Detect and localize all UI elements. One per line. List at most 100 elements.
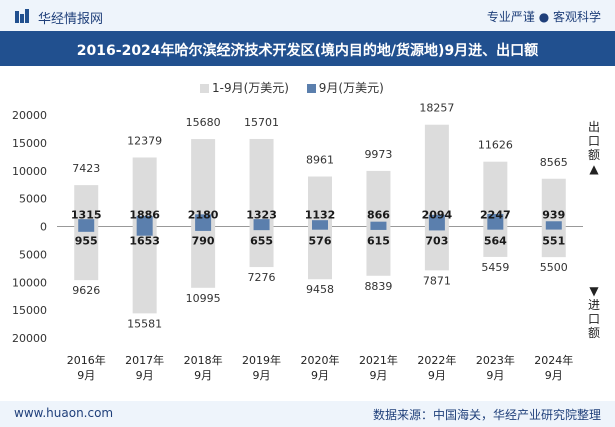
x-tick-label-year: 2017年 [125, 353, 164, 367]
y-tick-label: 0 [40, 221, 47, 234]
data-label-ytd-import: 5459 [481, 261, 509, 274]
x-tick-label-month: 9月 [369, 369, 387, 382]
x-tick-label-month: 9月 [194, 369, 212, 382]
data-label-month-export: 2247 [480, 209, 511, 222]
bar-ytd-export [541, 178, 566, 227]
bar-month-export [78, 219, 95, 227]
data-label-month-import: 955 [75, 235, 98, 248]
data-label-ytd-import: 9458 [306, 283, 334, 296]
bar-ytd-import [541, 226, 566, 258]
x-tick-label-year: 2018年 [184, 353, 223, 367]
title-bar: 2016-2024年哈尔滨经济技术开发区(境内目的地/货源地)9月进、出口额 [0, 31, 615, 66]
data-label-month-export: 2180 [188, 209, 219, 222]
x-tick-label-year: 2016年 [67, 353, 106, 367]
data-label-month-import: 551 [542, 235, 565, 248]
logo-icon [15, 9, 29, 23]
data-label-month-export: 866 [367, 209, 390, 222]
data-label-month-import: 1653 [129, 235, 160, 248]
data-label-ytd-import: 8839 [364, 280, 392, 293]
bar-ytd-import [366, 226, 391, 276]
bar-month-import [487, 226, 504, 230]
footer: www.huaon.com 数据来源：中国海关，华经产业研究院整理 [0, 401, 615, 427]
bar-ytd-import [308, 226, 332, 280]
import-side-label: ▼进口额 [587, 284, 600, 340]
bar-ytd-export [424, 124, 449, 227]
data-label-ytd-export: 9973 [364, 148, 392, 161]
brand-name: 华经情报网 [38, 12, 104, 27]
bar-month-export [136, 215, 153, 227]
data-label-ytd-import: 10995 [186, 292, 221, 305]
legend-swatch-month [306, 84, 316, 93]
data-label-ytd-import: 7871 [423, 274, 451, 287]
data-label-ytd-export: 12379 [127, 134, 162, 147]
y-tick-label: 20000 [12, 332, 47, 345]
data-label-ytd-import: 9626 [72, 284, 100, 297]
x-tick-label-year: 2024年 [534, 353, 573, 367]
data-label-ytd-export: 7423 [72, 162, 100, 175]
x-tick-label-month: 9月 [428, 369, 446, 382]
data-label-month-import: 564 [484, 235, 507, 248]
x-tick-label-year: 2022年 [417, 353, 456, 367]
tagline: 专业严谨 ● 客观科学 [486, 10, 601, 24]
data-label-ytd-export: 18257 [419, 102, 454, 115]
data-label-ytd-import: 5500 [540, 261, 568, 274]
bar-month-export [545, 221, 562, 227]
data-label-ytd-import: 7276 [248, 271, 276, 284]
bar-month-import [312, 226, 328, 230]
data-label-month-export: 939 [542, 209, 565, 222]
data-label-ytd-export: 8961 [306, 154, 334, 167]
bar-ytd-export [191, 139, 216, 227]
y-tick-label: 10000 [12, 165, 47, 178]
x-tick-label-month: 9月 [311, 369, 329, 382]
legend-label-month: 9月(万美元) [318, 81, 384, 95]
bar-ytd-export [249, 138, 274, 227]
legend-item-month: 9月(万美元) [306, 81, 384, 95]
x-tick-label-year: 2021年 [359, 353, 398, 367]
bar-month-export [487, 213, 504, 227]
footer-website: www.huaon.com [14, 406, 114, 420]
bar-month-export [253, 219, 270, 227]
data-label-ytd-export: 8565 [540, 156, 568, 169]
bar-ytd-import [74, 226, 99, 281]
data-label-month-import: 655 [250, 235, 273, 248]
bar-month-import [78, 226, 95, 232]
bar-month-export [195, 214, 212, 227]
data-label-month-export: 2094 [422, 209, 453, 222]
data-label-month-import: 615 [367, 235, 390, 248]
data-label-month-export: 1315 [71, 209, 102, 222]
export-side-label: 出口额▲ [587, 120, 600, 176]
bar-month-export [370, 221, 387, 227]
legend-swatch-ytd [200, 84, 209, 93]
bar-ytd-export [483, 161, 508, 227]
x-tick-label-month: 9月 [545, 369, 563, 382]
bar-ytd-export [308, 176, 332, 227]
bar-ytd-import [191, 226, 216, 288]
x-tick-label-month: 9月 [253, 369, 271, 382]
x-tick-label-month: 9月 [136, 369, 154, 382]
y-tick-label: 15000 [12, 304, 47, 317]
y-tick-label: 5000 [19, 248, 47, 261]
data-label-month-import: 703 [425, 235, 448, 248]
x-tick-label-year: 2023年 [476, 353, 515, 367]
legend: 1-9月(万美元) 9月(万美元) [200, 79, 398, 96]
bar-ytd-import [249, 226, 274, 268]
y-tick-label: 5000 [19, 193, 47, 206]
bar-month-import [195, 226, 212, 231]
bar-ytd-import [132, 226, 157, 314]
data-label-month-export: 1323 [246, 209, 277, 222]
bar-ytd-export [74, 185, 99, 227]
bar-month-export [312, 220, 328, 227]
chart-title: 2016-2024年哈尔滨经济技术开发区(境内目的地/货源地)9月进、出口额 [76, 43, 539, 59]
bar-ytd-export [132, 157, 157, 227]
bar-ytd-import [483, 226, 508, 257]
bar-month-import [253, 226, 270, 231]
bar-month-import [136, 226, 153, 236]
data-label-ytd-import: 15581 [127, 317, 162, 330]
bar-month-export [428, 214, 445, 227]
bar-month-import [428, 226, 445, 231]
x-tick-label-month: 9月 [77, 369, 95, 382]
bar-month-import [545, 226, 562, 230]
data-label-ytd-export: 15701 [244, 116, 279, 129]
y-tick-label: 10000 [12, 276, 47, 289]
legend-item-ytd: 1-9月(万美元) [200, 81, 293, 95]
